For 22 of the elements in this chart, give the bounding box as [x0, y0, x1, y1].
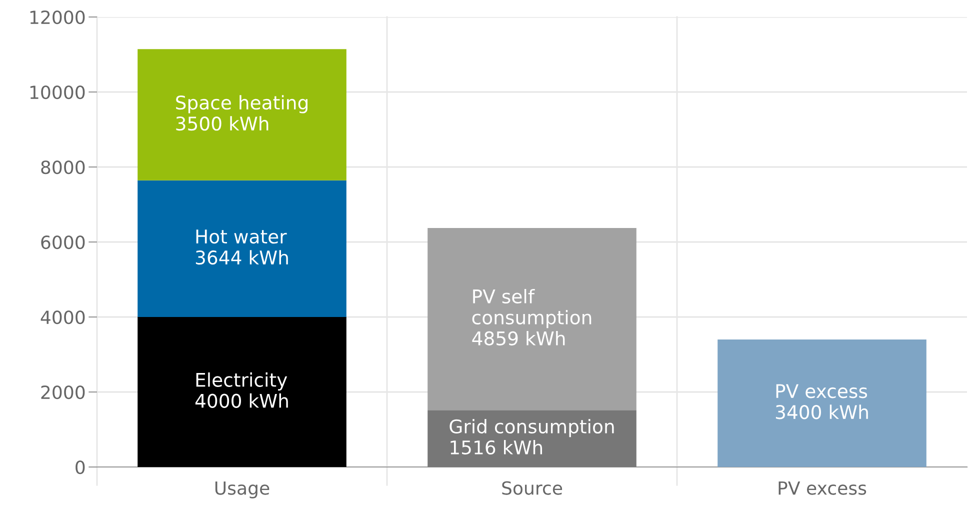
y-tick-label: 2000: [41, 385, 85, 400]
series-label: Electricity: [196, 372, 288, 391]
y-tick-label: 4000: [40, 310, 85, 324]
y-tick-label: 6000: [41, 235, 85, 250]
y-tick-label: 0: [76, 460, 85, 474]
data-label: 3400 kWh: [776, 404, 868, 420]
series-label: Space heating: [176, 95, 308, 114]
x-tick-label: Source: [502, 481, 562, 495]
series-label: PV self consumption: [472, 288, 592, 328]
series-label: Hot water: [196, 230, 287, 244]
y-tick-label: 10000: [30, 85, 85, 100]
series-label: PV excess: [776, 384, 868, 398]
data-label: 1516 kWh: [450, 440, 542, 455]
data-label: 3500 kWh: [176, 116, 268, 131]
data-label: 4000 kWh: [195, 393, 288, 408]
data-label: 4859 kWh: [472, 330, 565, 346]
data-label: 3644 kWh: [196, 250, 288, 265]
x-tick-label: PV excess: [778, 481, 866, 495]
y-tick-label: 12000: [30, 10, 85, 24]
series-label: Grid consumption: [450, 419, 614, 438]
x-tick-label: Usage: [215, 481, 270, 498]
y-tick-label: 8000: [41, 160, 85, 174]
